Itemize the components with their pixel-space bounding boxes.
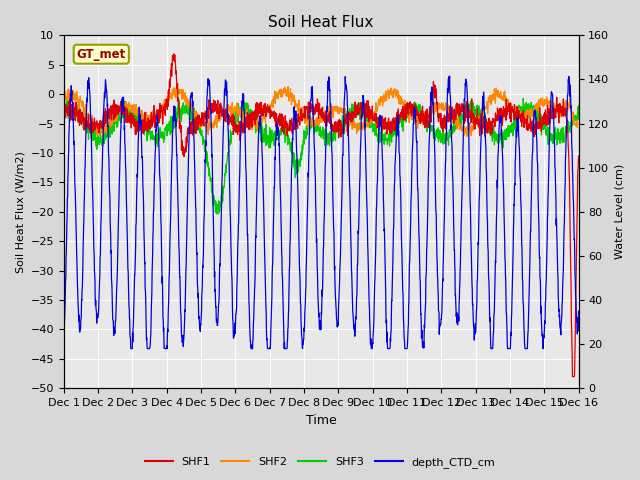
SHF1 — [297, 112, 305, 118]
SHF1 — [560, 113, 568, 119]
depth_CTD_cm — [561, 225, 568, 231]
depth_CTD_cm — [466, 179, 474, 185]
SHF2 — [99, 134, 107, 140]
Y-axis label: Water Level (cm): Water Level (cm) — [615, 164, 625, 260]
SHF1 — [465, 115, 473, 120]
SHF1 — [575, 153, 582, 159]
SHF2 — [466, 121, 474, 127]
Line: SHF2: SHF2 — [64, 85, 579, 137]
SHF3 — [214, 211, 222, 217]
SHF3 — [560, 139, 568, 145]
SHF1 — [560, 111, 568, 117]
SHF2 — [173, 82, 181, 88]
SHF1 — [170, 51, 177, 57]
SHF2 — [575, 121, 582, 127]
depth_CTD_cm — [445, 73, 453, 79]
SHF1 — [86, 121, 94, 127]
SHF3 — [520, 96, 527, 101]
depth_CTD_cm — [310, 146, 318, 152]
SHF2 — [561, 104, 568, 109]
Line: SHF3: SHF3 — [64, 98, 579, 214]
SHF3 — [86, 128, 94, 133]
Line: depth_CTD_cm: depth_CTD_cm — [64, 76, 579, 348]
SHF2 — [311, 120, 319, 125]
X-axis label: Time: Time — [306, 414, 337, 427]
SHF2 — [560, 102, 568, 108]
SHF3 — [60, 108, 68, 114]
SHF3 — [310, 131, 318, 136]
depth_CTD_cm — [560, 232, 568, 238]
Legend: SHF1, SHF2, SHF3, depth_CTD_cm: SHF1, SHF2, SHF3, depth_CTD_cm — [140, 452, 500, 472]
SHF2 — [60, 96, 68, 101]
SHF2 — [86, 116, 94, 122]
SHF1 — [60, 99, 68, 105]
SHF1 — [310, 112, 318, 118]
depth_CTD_cm — [60, 337, 68, 343]
depth_CTD_cm — [86, 95, 94, 100]
depth_CTD_cm — [575, 308, 582, 314]
SHF3 — [575, 103, 582, 108]
Title: Soil Heat Flux: Soil Heat Flux — [269, 15, 374, 30]
SHF3 — [297, 153, 305, 159]
Line: SHF1: SHF1 — [64, 54, 579, 376]
SHF3 — [561, 134, 568, 140]
depth_CTD_cm — [297, 301, 305, 307]
SHF1 — [568, 373, 576, 379]
SHF3 — [465, 101, 473, 107]
SHF2 — [297, 111, 305, 117]
Text: GT_met: GT_met — [77, 48, 126, 60]
depth_CTD_cm — [127, 346, 134, 351]
Y-axis label: Soil Heat Flux (W/m2): Soil Heat Flux (W/m2) — [15, 151, 25, 273]
